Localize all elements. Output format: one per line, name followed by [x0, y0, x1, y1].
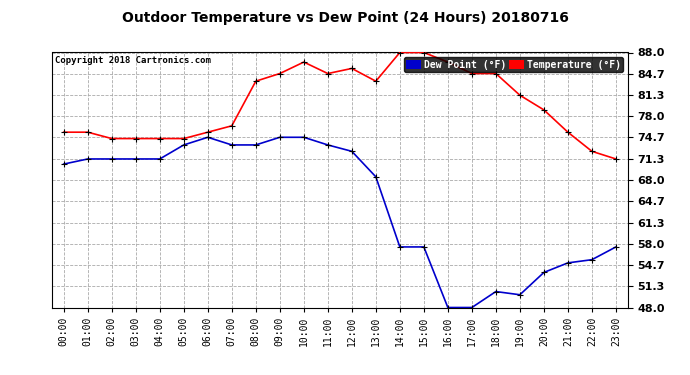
Text: Copyright 2018 Cartronics.com: Copyright 2018 Cartronics.com	[55, 56, 210, 65]
Text: Outdoor Temperature vs Dew Point (24 Hours) 20180716: Outdoor Temperature vs Dew Point (24 Hou…	[121, 11, 569, 25]
Legend: Dew Point (°F), Temperature (°F): Dew Point (°F), Temperature (°F)	[404, 57, 623, 72]
